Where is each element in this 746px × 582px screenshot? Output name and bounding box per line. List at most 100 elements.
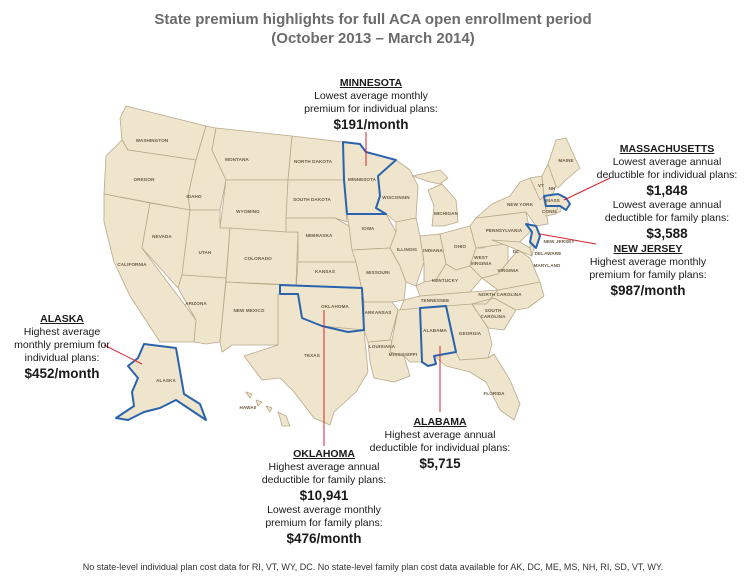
label-nevada: NEVADA xyxy=(152,234,172,239)
callout-oklahoma-line: Lowest average monthly xyxy=(267,504,381,516)
label-louisiana: LOUISIANA xyxy=(369,344,396,349)
callout-massachusetts-line: Lowest average annual xyxy=(612,156,722,168)
footnote: No state-level individual plan cost data… xyxy=(82,562,664,572)
callout-oklahoma-line: Highest average annual xyxy=(268,461,380,473)
callout-alabama-name: ALABAMA xyxy=(413,416,467,428)
highlight-alabama xyxy=(419,305,457,367)
label-pennsylvania: PENNSYLVANIA xyxy=(486,228,523,233)
label-washington: WASHINGTON xyxy=(136,138,169,143)
label-georgia: GEORGIA xyxy=(459,331,482,336)
callout-oklahoma: OKLAHOMA Highest average annual deductib… xyxy=(248,448,400,547)
callout-alaska: ALASKA Highest average monthly premium f… xyxy=(10,313,114,382)
state-north-dakota xyxy=(287,135,345,181)
label-tennessee: TENNESSEE xyxy=(421,298,450,303)
callout-minnesota: MINNESOTA Lowest average monthly premium… xyxy=(296,77,446,133)
state-new-hampshire xyxy=(541,163,557,197)
state-florida xyxy=(433,351,521,421)
callout-massachusetts-line: deductible for family plans: xyxy=(604,212,730,224)
callout-minnesota-value: $191/month xyxy=(333,117,409,132)
highlight-new-jersey xyxy=(525,223,541,249)
label-north-dakota: NORTH DAKOTA xyxy=(294,159,333,164)
callout-massachusetts-line: Lowest average annual xyxy=(612,199,722,211)
label-hawaii: HAWAII xyxy=(240,405,257,410)
label-arizona: ARIZONA xyxy=(185,301,207,306)
label-west-virginia-2: VIRGINIA xyxy=(470,261,492,266)
callout-new-jersey-line: premium for family plans: xyxy=(589,269,707,281)
label-california: CALIFORNIA xyxy=(117,262,147,267)
label-west-virginia-1: WEST xyxy=(474,255,488,260)
callout-oklahoma-line: deductible for family plans: xyxy=(261,474,387,486)
callout-alaska-line: Highest average xyxy=(23,326,101,338)
leader-alaska xyxy=(103,344,143,365)
callout-massachusetts-value-1: $1,848 xyxy=(646,183,688,198)
state-illinois xyxy=(389,217,425,287)
callout-oklahoma-line: premium for family plans: xyxy=(265,517,383,529)
callout-alabama-line: deductible for individual plans: xyxy=(369,442,511,454)
state-new-mexico xyxy=(219,281,283,353)
highlight-oklahoma xyxy=(279,284,365,333)
callout-massachusetts-value-2: $3,588 xyxy=(646,226,688,241)
label-vermont: VT xyxy=(538,183,544,188)
label-north-carolina: NORTH CAROLINA xyxy=(478,292,522,297)
label-minnesota: MINNESOTA xyxy=(348,177,377,182)
callout-oklahoma-value-1: $10,941 xyxy=(299,488,349,503)
label-michigan: MICHIGAN xyxy=(434,211,459,216)
label-florida: FLORIDA xyxy=(483,391,505,396)
callout-alaska-name: ALASKA xyxy=(40,313,84,325)
callout-new-jersey: NEW JERSEY Highest average monthly premi… xyxy=(568,243,728,299)
callout-new-jersey-line: Highest average monthly xyxy=(589,256,707,268)
state-colorado xyxy=(225,227,299,286)
callout-alaska-line: monthly premium for xyxy=(14,339,110,351)
callout-alabama-line: Highest average annual xyxy=(384,429,496,441)
map-title: State premium highlights for full ACA op… xyxy=(154,11,592,28)
highlight-minnesota xyxy=(342,141,397,215)
label-missouri: MISSOURI xyxy=(366,270,390,275)
leader-massachusetts xyxy=(563,177,611,201)
label-oklahoma: OKLAHOMA xyxy=(321,304,349,309)
label-maryland: MARYLAND xyxy=(534,263,561,268)
label-texas: TEXAS xyxy=(304,353,320,358)
label-new-york: NEW YORK xyxy=(507,202,534,207)
label-kansas: KANSAS xyxy=(315,269,335,274)
state-south-dakota xyxy=(285,179,348,223)
label-arkansas: ARKANSAS xyxy=(365,310,392,315)
label-new-mexico: NEW MEXICO xyxy=(233,308,264,313)
state-wyoming xyxy=(219,179,289,233)
label-maine: MAINE xyxy=(558,158,573,163)
callout-massachusetts-name: MASSACHUSETTS xyxy=(619,143,715,155)
state-montana xyxy=(211,127,293,181)
label-south-carolina-1: SOUTH xyxy=(485,308,502,313)
callout-massachusetts-line: deductible for individual plans: xyxy=(596,169,738,181)
callout-minnesota-line: Lowest average monthly xyxy=(314,90,428,102)
label-indiana: INDIANA xyxy=(423,248,443,253)
callout-alaska-line: individual plans: xyxy=(24,352,100,364)
map-subtitle: (October 2013 – March 2014) xyxy=(271,30,475,47)
label-oregon: OREGON xyxy=(133,177,155,182)
label-illinois: ILLINOIS xyxy=(397,247,417,252)
label-alaska: ALASKA xyxy=(156,378,176,383)
label-idaho: IDAHO xyxy=(186,194,202,199)
label-montana: MONTANA xyxy=(225,157,249,162)
state-iowa xyxy=(346,213,397,251)
callout-new-jersey-name: NEW JERSEY xyxy=(613,243,683,255)
callout-minnesota-name: MINNESOTA xyxy=(339,77,403,89)
label-delaware: DELAWARE xyxy=(535,251,562,256)
label-south-dakota: SOUTH DAKOTA xyxy=(293,197,331,202)
label-kentucky: KENTUCKY xyxy=(432,278,458,283)
label-new-jersey: NEW JERSEY xyxy=(543,239,574,244)
callout-minnesota-line: premium for individual plans: xyxy=(304,103,438,115)
label-virginia: VIRGINIA xyxy=(497,268,519,273)
label-wyoming: WYOMING xyxy=(236,209,260,214)
callout-alaska-value: $452/month xyxy=(24,366,100,381)
state-hawaii xyxy=(245,391,291,427)
callout-alabama-value: $5,715 xyxy=(419,456,461,471)
label-utah: UTAH xyxy=(199,250,212,255)
label-iowa: IOWA xyxy=(362,226,375,231)
callout-alabama: ALABAMA Highest average annual deductibl… xyxy=(366,416,514,472)
callout-massachusetts: MASSACHUSETTS Lowest average annual dedu… xyxy=(592,143,742,242)
highlight-alaska xyxy=(115,343,207,421)
label-mississippi: MISSISSIPPI xyxy=(389,352,417,357)
state-michigan xyxy=(411,169,459,227)
state-maine xyxy=(547,137,581,189)
